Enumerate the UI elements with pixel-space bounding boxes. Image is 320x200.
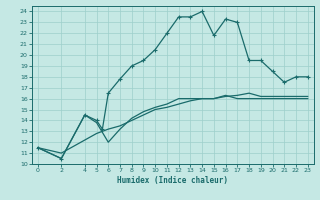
X-axis label: Humidex (Indice chaleur): Humidex (Indice chaleur) bbox=[117, 176, 228, 185]
